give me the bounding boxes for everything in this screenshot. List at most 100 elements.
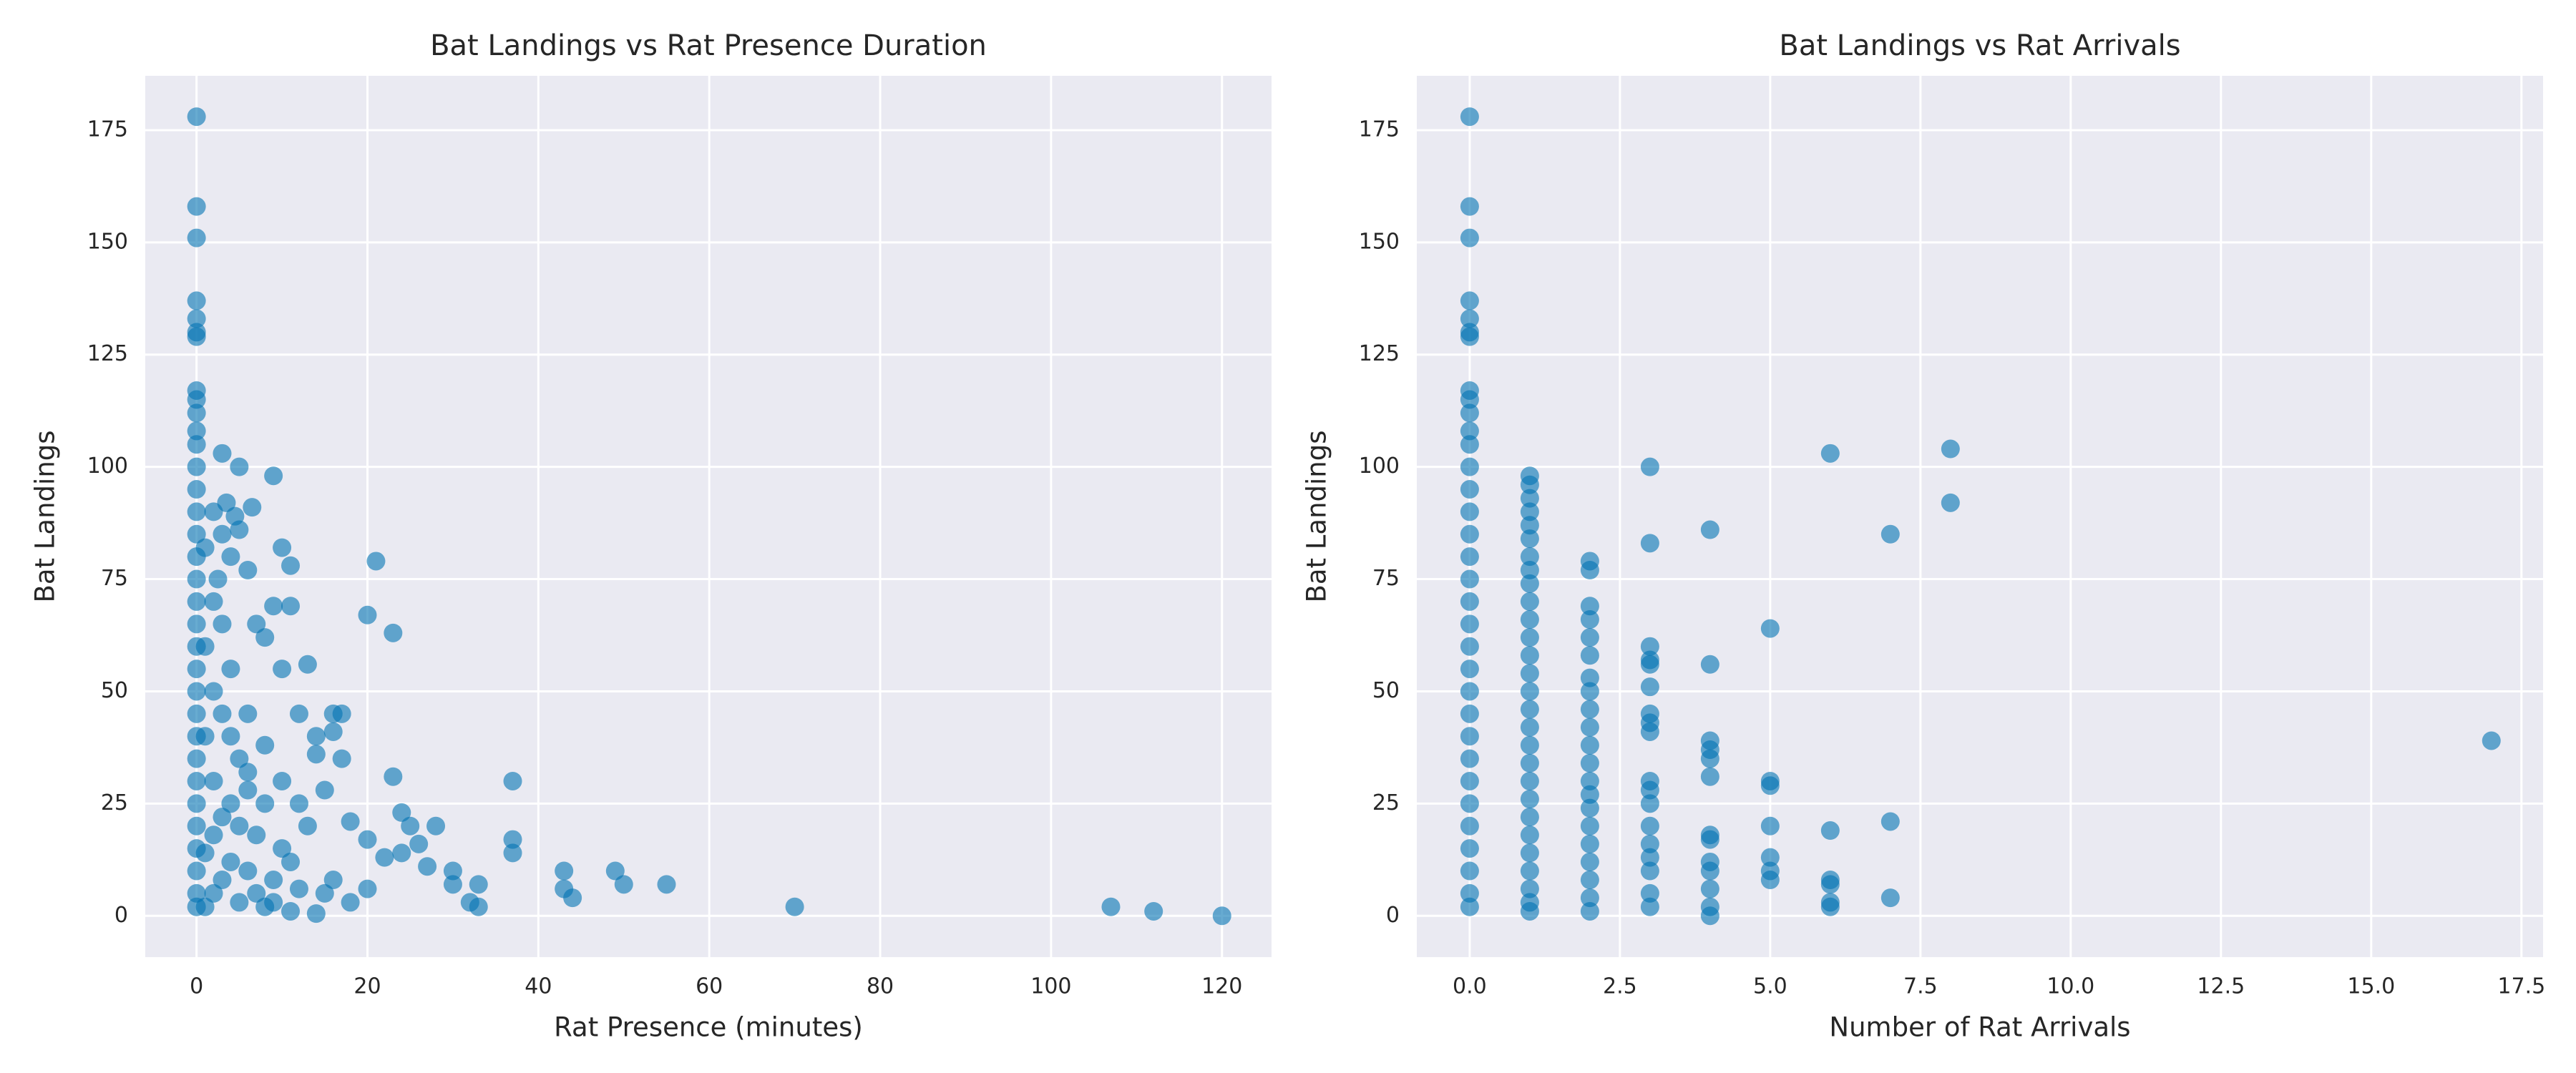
y-tick-label: 100 <box>1359 454 1400 479</box>
scatter-point <box>204 592 223 611</box>
scatter-point <box>204 682 223 701</box>
scatter-point <box>384 767 403 786</box>
scatter-point <box>298 816 317 836</box>
scatter-point <box>1520 610 1539 629</box>
scatter-point <box>1460 592 1479 611</box>
scatter-point <box>264 871 283 890</box>
y-tick-label: 0 <box>1386 903 1400 928</box>
scatter-point <box>195 727 215 746</box>
y-tick-label: 25 <box>1372 790 1400 815</box>
scatter-point <box>1700 520 1719 539</box>
scatter-point <box>1640 780 1659 800</box>
scatter-point <box>358 830 377 849</box>
scatter-point <box>247 614 266 634</box>
scatter-point <box>426 816 446 836</box>
scatter-point <box>298 655 317 674</box>
scatter-point <box>1460 794 1479 813</box>
scatter-point <box>289 704 308 723</box>
scatter-point <box>563 888 582 908</box>
scatter-point <box>375 848 394 867</box>
scatter-point <box>1700 879 1719 898</box>
scatter-point <box>1820 875 1840 894</box>
scatter-point <box>1520 753 1539 773</box>
subplot: 0.0 2.5 5.0 7.5 10.0 12.5 15.0 17.5 0 25 50 75 100 12… <box>1302 29 2546 1043</box>
scatter-point <box>187 569 206 589</box>
scatter-point <box>208 569 228 589</box>
y-tick-label: 175 <box>1359 117 1400 142</box>
scatter-point <box>443 875 462 894</box>
scatter-point <box>1820 821 1840 841</box>
scatter-point <box>289 879 308 898</box>
scatter-point <box>187 435 206 454</box>
scatter-point <box>1460 861 1479 881</box>
scatter-point <box>187 327 206 346</box>
scatter-point <box>1880 888 1900 908</box>
y-tick-label: 50 <box>101 678 128 703</box>
scatter-point <box>1460 749 1479 768</box>
scatter-point <box>555 861 574 881</box>
scatter-point <box>187 816 206 836</box>
scatter-point <box>230 520 249 539</box>
scatter-point <box>1144 901 1163 921</box>
scatter-point <box>1520 901 1539 921</box>
scatter-point <box>1460 291 1479 310</box>
scatter-point <box>1760 848 1780 867</box>
scatter-point <box>1460 816 1479 836</box>
scatter-point <box>195 538 215 557</box>
scatter-point <box>1101 897 1121 916</box>
scatter-point <box>204 825 223 845</box>
scatter-point <box>1520 560 1539 579</box>
scatter-point <box>221 727 240 746</box>
scatter-point <box>1700 767 1719 786</box>
scatter-point <box>1460 897 1479 916</box>
scatter-point <box>187 421 206 441</box>
y-tick-label: 150 <box>1359 229 1400 254</box>
scatter-point <box>1580 717 1599 737</box>
scatter-point <box>1520 547 1539 567</box>
scatter-point <box>195 843 215 863</box>
scatter-point <box>1700 749 1719 768</box>
x-tick-label: 5.0 <box>1753 974 1787 999</box>
scatter-point <box>1460 660 1479 679</box>
scatter-point <box>238 560 258 579</box>
scatter-point <box>195 637 215 656</box>
scatter-point <box>221 852 240 871</box>
scatter-point <box>1880 524 1900 544</box>
scatter-point <box>1520 646 1539 665</box>
x-tick-label: 120 <box>1201 974 1242 999</box>
scatter-point <box>1520 682 1539 701</box>
scatter-point <box>1640 897 1659 916</box>
scatter-point <box>1640 794 1659 813</box>
scatter-point <box>247 825 266 845</box>
scatter-point <box>1520 475 1539 494</box>
scatter-point <box>1520 825 1539 845</box>
scatter-point <box>1520 489 1539 508</box>
scatter-point <box>332 749 351 768</box>
x-tick-label: 0.0 <box>1453 974 1487 999</box>
scatter-point <box>264 597 283 616</box>
scatter-point <box>1580 871 1599 890</box>
scatter-point <box>1520 771 1539 790</box>
scatter-point <box>1640 637 1659 656</box>
x-tick-label: 20 <box>353 974 381 999</box>
scatter-point <box>187 457 206 476</box>
scatter-point <box>204 883 223 903</box>
scatter-point <box>1460 569 1479 589</box>
scatter-point <box>1941 493 1960 512</box>
scatter-point <box>273 771 292 790</box>
scatter-point <box>1460 421 1479 441</box>
scatter-point <box>306 904 326 923</box>
x-tick-label: 12.5 <box>2197 974 2245 999</box>
x-tick-label: 17.5 <box>2497 974 2545 999</box>
scatter-point <box>213 614 232 634</box>
scatter-point <box>1460 197 1479 216</box>
scatter-point <box>1460 883 1479 903</box>
scatter-point <box>187 704 206 723</box>
scatter-point <box>195 897 215 916</box>
scatter-point <box>469 897 488 916</box>
scatter-point <box>1580 771 1599 790</box>
scatter-point <box>418 857 437 876</box>
scatter-point <box>247 883 266 903</box>
